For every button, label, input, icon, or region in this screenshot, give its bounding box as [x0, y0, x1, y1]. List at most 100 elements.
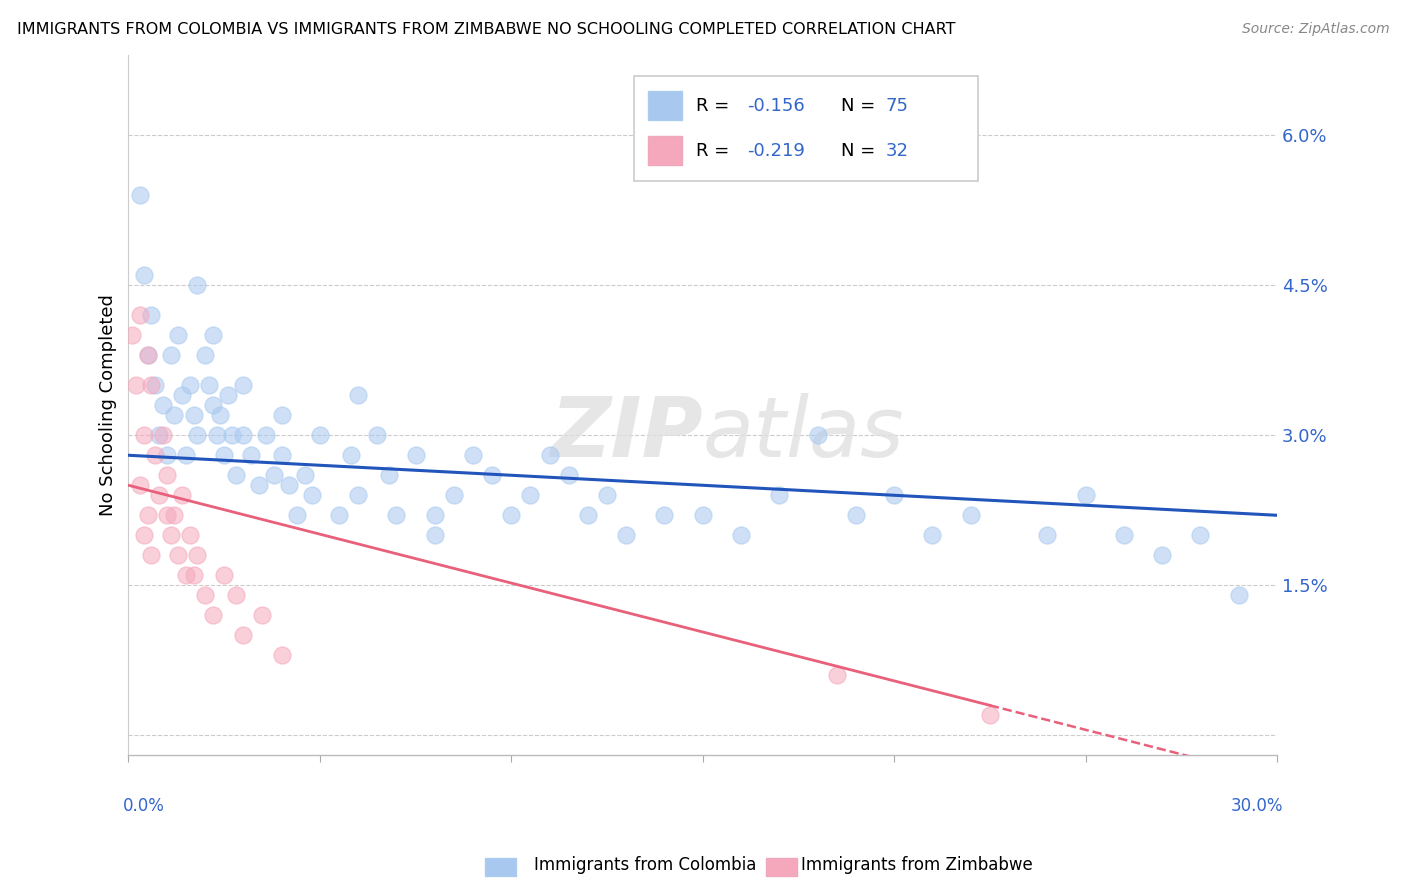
- Point: [148, 428, 170, 442]
- Point: [194, 588, 217, 602]
- Point: [825, 668, 848, 682]
- Point: [132, 528, 155, 542]
- Point: [596, 488, 619, 502]
- Text: Immigrants from Colombia: Immigrants from Colombia: [534, 856, 756, 874]
- Point: [519, 488, 541, 502]
- Point: [654, 508, 676, 523]
- Point: [186, 549, 208, 563]
- Point: [194, 348, 217, 362]
- Point: [1189, 528, 1212, 542]
- Point: [205, 428, 228, 442]
- Point: [163, 508, 186, 523]
- Point: [143, 448, 166, 462]
- Point: [152, 428, 174, 442]
- Point: [252, 608, 274, 623]
- Point: [768, 488, 790, 502]
- Point: [240, 448, 263, 462]
- Point: [501, 508, 523, 523]
- Point: [423, 508, 446, 523]
- Y-axis label: No Schooling Completed: No Schooling Completed: [100, 294, 117, 516]
- Point: [461, 448, 484, 462]
- Point: [167, 328, 190, 343]
- Point: [170, 388, 193, 402]
- Point: [221, 428, 243, 442]
- Point: [254, 428, 277, 442]
- Point: [129, 188, 152, 202]
- Point: [159, 348, 181, 362]
- Point: [143, 378, 166, 392]
- Point: [152, 398, 174, 412]
- Point: [270, 409, 292, 423]
- Point: [247, 478, 270, 492]
- Point: [132, 428, 155, 442]
- Point: [212, 568, 235, 582]
- Point: [225, 588, 247, 602]
- Point: [1036, 528, 1059, 542]
- Point: [232, 428, 254, 442]
- Point: [481, 468, 503, 483]
- Point: [179, 528, 201, 542]
- Text: IMMIGRANTS FROM COLOMBIA VS IMMIGRANTS FROM ZIMBABWE NO SCHOOLING COMPLETED CORR: IMMIGRANTS FROM COLOMBIA VS IMMIGRANTS F…: [17, 22, 955, 37]
- Point: [558, 468, 581, 483]
- Text: Immigrants from Zimbabwe: Immigrants from Zimbabwe: [801, 856, 1033, 874]
- Point: [339, 448, 361, 462]
- Point: [209, 409, 232, 423]
- Point: [845, 508, 868, 523]
- Point: [201, 328, 224, 343]
- Point: [576, 508, 599, 523]
- Point: [167, 549, 190, 563]
- Point: [198, 378, 221, 392]
- Point: [141, 378, 163, 392]
- Point: [285, 508, 308, 523]
- Point: [217, 388, 239, 402]
- Point: [186, 428, 208, 442]
- Point: [378, 468, 401, 483]
- Point: [121, 328, 143, 343]
- Point: [159, 528, 181, 542]
- Point: [129, 308, 152, 322]
- Point: [921, 528, 943, 542]
- Point: [347, 388, 370, 402]
- Point: [156, 468, 179, 483]
- Point: [201, 608, 224, 623]
- Point: [270, 448, 292, 462]
- Point: [959, 508, 981, 523]
- Point: [301, 488, 323, 502]
- Point: [979, 708, 1001, 723]
- Point: [183, 409, 205, 423]
- Text: atlas: atlas: [703, 392, 904, 474]
- Text: ZIP: ZIP: [550, 392, 703, 474]
- Point: [179, 378, 201, 392]
- Point: [730, 528, 752, 542]
- Point: [347, 488, 370, 502]
- Point: [278, 478, 301, 492]
- Point: [125, 378, 148, 392]
- Point: [883, 488, 905, 502]
- Point: [263, 468, 285, 483]
- Text: 30.0%: 30.0%: [1230, 797, 1282, 815]
- Point: [132, 268, 155, 283]
- Point: [183, 568, 205, 582]
- Point: [423, 528, 446, 542]
- Point: [212, 448, 235, 462]
- Point: [1152, 549, 1174, 563]
- Point: [136, 508, 159, 523]
- Point: [692, 508, 714, 523]
- Point: [129, 478, 152, 492]
- Point: [1227, 588, 1250, 602]
- Point: [141, 549, 163, 563]
- Point: [328, 508, 350, 523]
- Point: [201, 398, 224, 412]
- Point: [225, 468, 247, 483]
- Point: [148, 488, 170, 502]
- Point: [136, 348, 159, 362]
- Point: [174, 448, 197, 462]
- Point: [141, 308, 163, 322]
- Text: Source: ZipAtlas.com: Source: ZipAtlas.com: [1241, 22, 1389, 37]
- Point: [174, 568, 197, 582]
- Point: [1112, 528, 1135, 542]
- Text: 0.0%: 0.0%: [122, 797, 165, 815]
- Point: [806, 428, 828, 442]
- Point: [366, 428, 388, 442]
- Point: [232, 378, 254, 392]
